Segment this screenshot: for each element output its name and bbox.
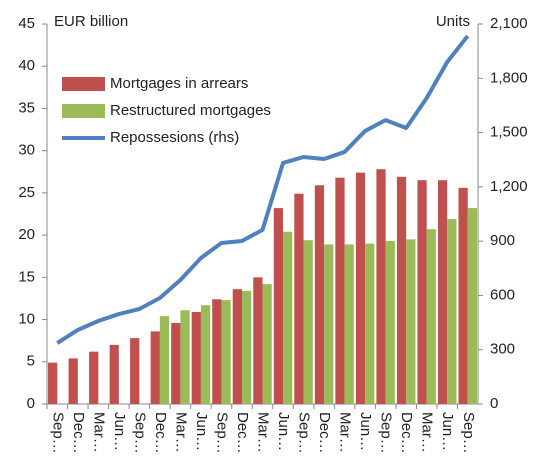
x-tick-label: Sep…	[213, 412, 230, 454]
bar	[68, 358, 78, 404]
bar	[458, 187, 468, 404]
y2-tick-label: 600	[490, 286, 515, 303]
bar	[262, 284, 272, 404]
bar	[365, 243, 375, 404]
line	[56, 34, 470, 345]
y-tick-label: 40	[18, 57, 35, 74]
x-tick-label: Dec…	[70, 412, 87, 454]
bar	[253, 277, 263, 404]
bar	[303, 240, 313, 404]
y-tick-label: 30	[18, 142, 35, 159]
y2-tick-label: 300	[490, 341, 515, 358]
legend-swatch	[62, 77, 105, 91]
bar	[191, 311, 201, 404]
legend-swatch	[62, 104, 105, 118]
bar	[159, 316, 170, 404]
y-axis-label: EUR billion	[54, 13, 128, 30]
bar	[417, 180, 427, 404]
bar	[437, 180, 448, 404]
bar	[314, 185, 325, 404]
bar	[273, 208, 284, 404]
bar	[385, 241, 395, 404]
bar	[200, 305, 211, 404]
y-tick-label: 35	[18, 99, 35, 116]
bar	[180, 310, 190, 404]
bar	[335, 177, 345, 404]
y2-axis-label: Units	[436, 13, 470, 30]
x-tick-label: Dec…	[398, 412, 415, 454]
x-tick-label: Jun…	[357, 412, 374, 451]
bar	[171, 322, 181, 404]
bar	[294, 193, 304, 404]
y-tick-label: 0	[27, 395, 35, 412]
x-tick-label: Dec…	[234, 412, 251, 454]
y-tick-label: 5	[27, 353, 35, 370]
bar	[232, 289, 242, 404]
bar	[324, 244, 334, 404]
bar	[376, 169, 386, 404]
x-tick-label: Dec…	[152, 412, 169, 454]
bar	[89, 351, 99, 404]
x-tick-label: Jun…	[275, 412, 292, 451]
y-tick-label: 15	[18, 268, 35, 285]
y2-tick-label: 1,800	[490, 69, 528, 86]
x-tick-label: Mar…	[172, 412, 189, 453]
bar	[355, 172, 366, 404]
bar	[344, 244, 354, 404]
y2-tick-label: 2,100	[490, 15, 528, 32]
x-tick-label: Sep…	[131, 412, 148, 454]
bar	[212, 299, 222, 404]
x-tick-label: Jun…	[111, 412, 128, 451]
bar	[467, 208, 477, 404]
y-tick-label: 20	[18, 226, 35, 243]
x-tick-label: Mar…	[337, 412, 354, 453]
x-tick-label: Dec…	[316, 412, 333, 454]
y-tick-label: 45	[18, 15, 35, 32]
y-tick-label: 25	[18, 184, 35, 201]
x-tick-label: Jun…	[439, 412, 456, 451]
x-tick-label: Sep…	[460, 412, 477, 454]
bar	[48, 362, 58, 404]
bar	[150, 331, 160, 404]
x-tick-label: Sep…	[49, 412, 66, 454]
x-tick-label: Mar…	[90, 412, 107, 453]
bar	[109, 344, 119, 404]
y2-tick-label: 0	[490, 395, 498, 412]
y2-tick-label: 1,500	[490, 124, 528, 141]
bar	[283, 231, 293, 404]
bar	[447, 219, 457, 404]
bar	[426, 229, 436, 404]
x-tick-label: Sep…	[378, 412, 395, 454]
x-tick-label: Mar…	[419, 412, 436, 453]
x-tick-label: Mar…	[255, 412, 272, 453]
x-tick-label: Jun…	[193, 412, 210, 451]
bar	[130, 338, 140, 404]
legend-label: Repossesions (rhs)	[110, 129, 239, 146]
bar	[406, 239, 416, 404]
y-tick-label: 10	[18, 311, 35, 328]
legend-label: Restructured mortgages	[110, 102, 271, 119]
legend-label: Mortgages in arrears	[110, 75, 248, 92]
y2-tick-label: 900	[490, 232, 515, 249]
x-tick-label: Sep…	[296, 412, 313, 454]
bar	[396, 176, 407, 404]
bar	[241, 290, 252, 404]
bar	[221, 300, 231, 404]
y2-tick-label: 1,200	[490, 178, 528, 195]
